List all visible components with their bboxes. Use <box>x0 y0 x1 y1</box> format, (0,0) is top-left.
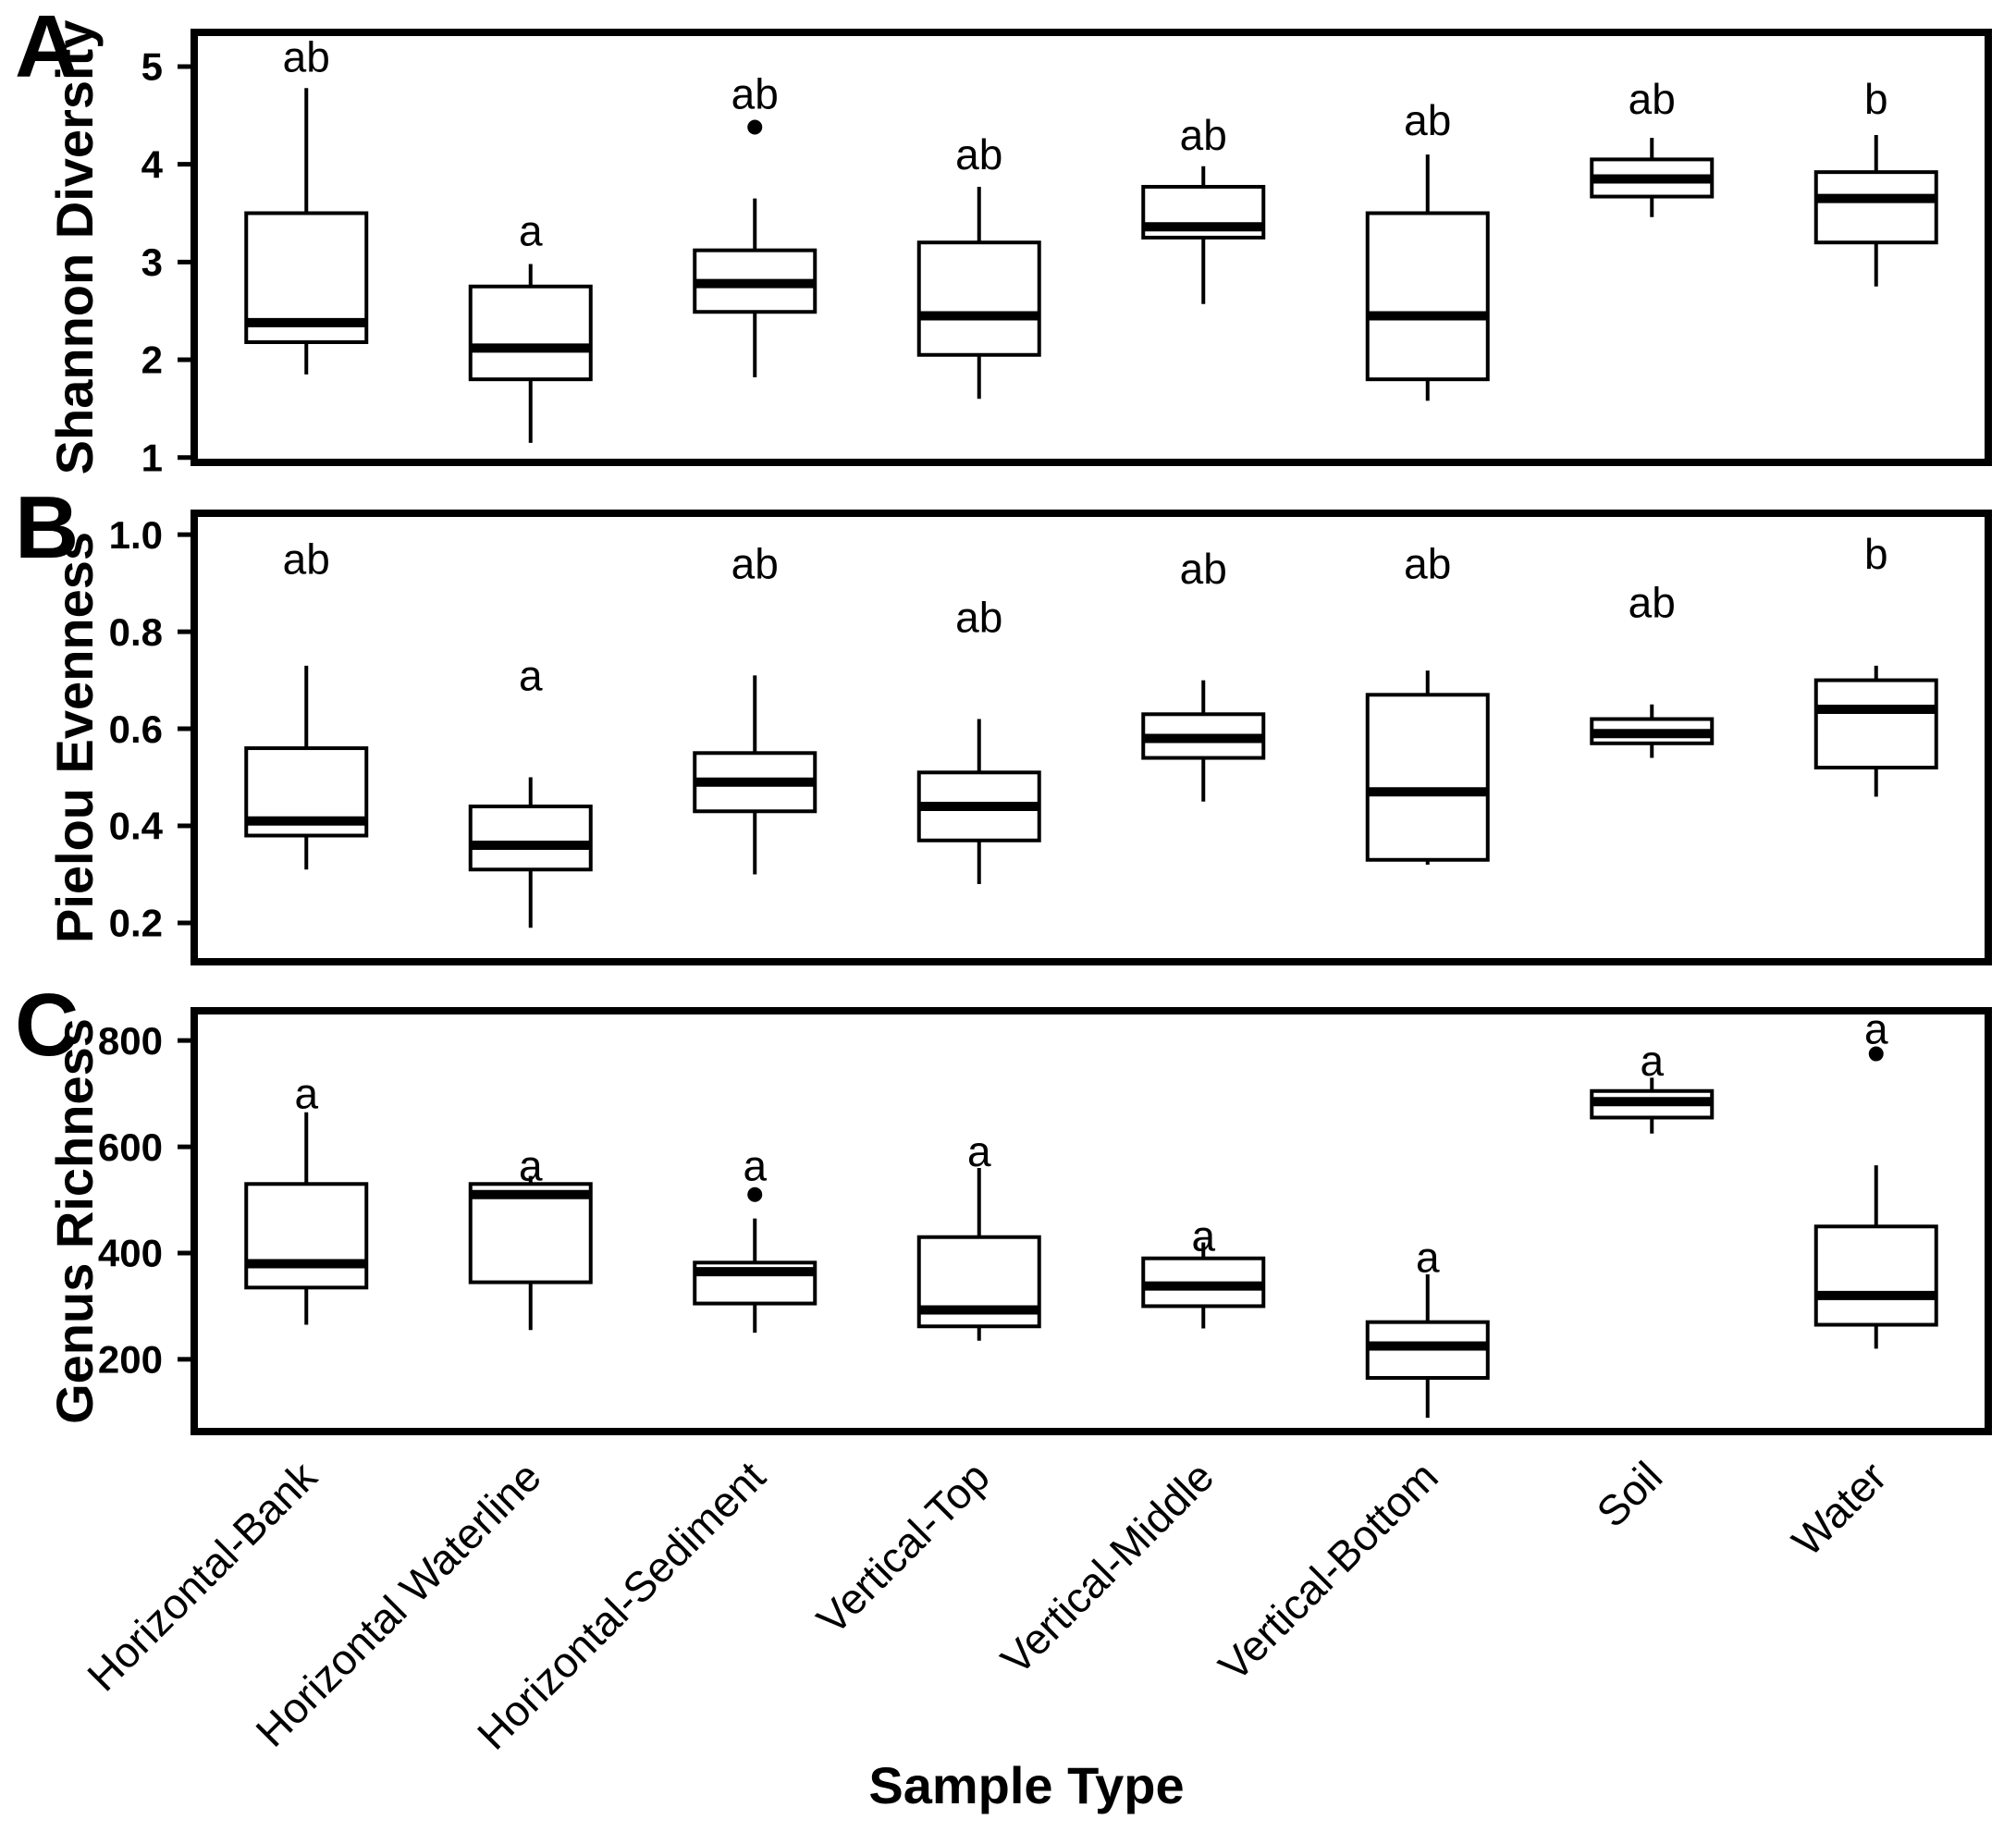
iqr-box-A-horizontal-waterline <box>468 284 593 382</box>
iqr-box-C-horizontal-bank <box>244 1182 369 1290</box>
outlier-point-C-water-0 <box>1868 1046 1884 1062</box>
box-group-C-horizontal-bank: a <box>244 1070 369 1325</box>
y-tick-label-C-1: 600 <box>98 1125 163 1169</box>
sig-letter-C-soil: a <box>1640 1037 1664 1085</box>
sig-letter-B-horizontal-waterline: a <box>519 651 543 699</box>
y-tick-label-A-1: 4 <box>141 142 164 186</box>
iqr-box-C-horizontal-waterline <box>468 1182 593 1285</box>
sig-letter-A-vertical-top: ab <box>955 130 1002 178</box>
iqr-box-A-water <box>1813 170 1938 245</box>
y-tick-label-B-1: 0.8 <box>109 610 163 654</box>
sig-letter-C-vertical-middle: a <box>1191 1212 1215 1260</box>
sig-letter-A-horizontal-sediment: ab <box>731 70 779 118</box>
box-group-B-horizontal-waterline: a <box>468 651 593 928</box>
sig-letter-C-horizontal-bank: a <box>294 1070 318 1118</box>
y-tick-label-B-3: 0.4 <box>109 805 164 848</box>
sig-letter-C-vertical-top: a <box>967 1127 991 1175</box>
box-group-C-soil: a <box>1590 1037 1715 1134</box>
y-tick-label-A-0: 5 <box>141 45 163 89</box>
box-group-B-soil: ab <box>1590 579 1715 758</box>
sig-letter-B-water: b <box>1864 530 1888 578</box>
y-tick-label-B-0: 1.0 <box>109 513 163 557</box>
sig-letter-A-horizontal-waterline: a <box>519 207 543 255</box>
box-group-B-vertical-bottom: ab <box>1365 540 1490 866</box>
y-tick-label-A-3: 2 <box>141 338 163 382</box>
box-group-C-vertical-top: a <box>916 1127 1041 1341</box>
iqr-box-B-water <box>1813 678 1938 770</box>
panel-frame-C <box>191 1007 1992 1435</box>
box-group-A-horizontal-bank: ab <box>244 33 369 375</box>
box-group-C-horizontal-sediment: a <box>693 1141 817 1334</box>
box-group-A-soil: ab <box>1590 75 1715 217</box>
box-group-A-vertical-top: ab <box>916 130 1041 400</box>
sig-letter-A-horizontal-bank: ab <box>283 33 330 81</box>
box-group-C-vertical-bottom: a <box>1365 1234 1490 1419</box>
box-group-A-vertical-bottom: ab <box>1365 96 1490 401</box>
sig-letter-C-vertical-bottom: a <box>1416 1234 1440 1282</box>
box-group-C-water: a <box>1813 1005 1938 1349</box>
iqr-box-A-vertical-bottom <box>1365 211 1490 382</box>
sig-letter-A-vertical-middle: ab <box>1180 111 1227 159</box>
sig-letter-C-horizontal-sediment: a <box>743 1141 767 1189</box>
sig-letter-A-water: b <box>1864 75 1888 123</box>
box-group-C-vertical-middle: a <box>1141 1212 1266 1329</box>
outlier-point-C-horizontal-sediment-0 <box>747 1186 763 1202</box>
box-group-B-vertical-middle: ab <box>1141 545 1266 802</box>
iqr-box-A-vertical-top <box>916 240 1041 357</box>
iqr-box-B-vertical-bottom <box>1365 693 1490 862</box>
y-axis-title-C: Genus Richness <box>45 1018 104 1424</box>
sig-letter-B-vertical-middle: ab <box>1180 545 1227 593</box>
box-group-A-water: b <box>1813 75 1938 287</box>
y-tick-label-B-2: 0.6 <box>109 707 163 751</box>
y-tick-label-A-2: 3 <box>141 240 163 284</box>
sig-letter-B-vertical-top: ab <box>955 593 1002 641</box>
panel-B: 1.0 0.8 0.6 0.4 0.2 ab a ab ab ab ab ab b Pielou Even… <box>15 478 1992 965</box>
iqr-box-B-horizontal-waterline <box>468 805 593 872</box>
sig-letter-B-horizontal-sediment: ab <box>731 540 779 588</box>
sig-letter-B-soil: ab <box>1629 579 1676 627</box>
sig-letter-A-vertical-bottom: ab <box>1404 96 1451 144</box>
y-axis-title-A: Shannon Diversity <box>45 20 104 475</box>
box-group-A-horizontal-sediment: ab <box>693 70 817 378</box>
panel-letter-B: B <box>15 478 79 577</box>
y-tick-label-C-2: 400 <box>98 1232 163 1275</box>
box-group-A-horizontal-waterline: a <box>468 207 593 443</box>
sig-letter-A-soil: ab <box>1629 75 1676 123</box>
box-group-B-vertical-top: ab <box>916 593 1041 885</box>
y-tick-label-A-4: 1 <box>141 436 163 479</box>
x-axis-title: Sample Type <box>868 1756 1184 1814</box>
panel-frame-B <box>191 510 1992 965</box>
box-group-B-horizontal-bank: ab <box>244 535 369 870</box>
y-axis-title-B: Pielou Evenness <box>45 532 104 943</box>
sig-letter-B-horizontal-bank: ab <box>283 535 330 583</box>
y-tick-label-B-4: 0.2 <box>109 902 163 945</box>
outlier-point-A-horizontal-sediment-0 <box>747 119 763 135</box>
sig-letter-B-vertical-bottom: ab <box>1404 540 1451 588</box>
y-tick-label-C-0: 800 <box>98 1019 163 1063</box>
panel-frame-A <box>191 29 1992 466</box>
box-group-B-water: b <box>1813 530 1938 797</box>
box-group-B-horizontal-sediment: ab <box>693 540 817 875</box>
panel-letter-C: C <box>15 976 79 1075</box>
iqr-box-C-water <box>1813 1224 1938 1327</box>
y-tick-label-C-3: 200 <box>98 1338 163 1382</box>
box-group-A-vertical-middle: ab <box>1141 111 1266 304</box>
sig-letter-C-horizontal-waterline: a <box>519 1141 543 1189</box>
panel-letter-A: A <box>15 0 79 96</box>
box-group-C-horizontal-waterline: a <box>468 1141 593 1331</box>
